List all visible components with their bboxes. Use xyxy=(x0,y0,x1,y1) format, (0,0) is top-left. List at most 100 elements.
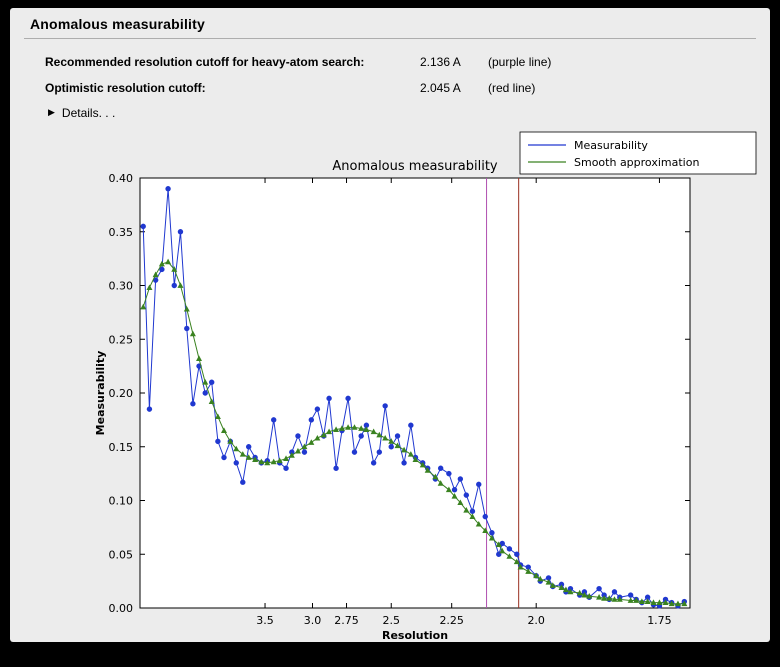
data-point-triangle xyxy=(576,589,583,596)
data-point-circle xyxy=(611,589,618,595)
smooth-approximation-line xyxy=(142,261,685,605)
data-point-triangle xyxy=(258,458,265,465)
x-axis-label: Resolution xyxy=(382,629,448,642)
x-tick-label: 2.5 xyxy=(382,614,400,627)
plot-area xyxy=(139,177,691,609)
data-point-triangle xyxy=(499,547,506,554)
data-point-triangle xyxy=(140,303,147,310)
data-point-triangle xyxy=(171,266,178,272)
recommended-cutoff-value: 2.136 A xyxy=(420,55,461,69)
data-point-circle xyxy=(152,277,159,283)
y-tick-label: 0.30 xyxy=(109,280,134,293)
data-point-triangle xyxy=(475,520,482,527)
data-point-circle xyxy=(301,449,308,455)
data-point-triangle xyxy=(611,596,618,602)
data-point-circle xyxy=(525,564,531,570)
data-point-triangle xyxy=(388,438,395,444)
data-point-circle xyxy=(177,229,184,235)
data-point-triangle xyxy=(351,424,358,430)
data-point-triangle xyxy=(601,595,608,601)
data-point-triangle xyxy=(177,282,184,288)
data-point-triangle xyxy=(558,584,565,590)
data-point-triangle xyxy=(488,534,495,541)
data-point-circle xyxy=(394,433,401,439)
x-tick-label: 2.0 xyxy=(527,614,545,627)
data-point-triangle xyxy=(239,451,246,457)
page-title: Anomalous measurability xyxy=(30,16,205,32)
data-point-circle xyxy=(171,282,177,289)
data-point-triangle xyxy=(283,455,290,461)
data-point-triangle xyxy=(469,513,476,520)
data-point-triangle xyxy=(252,456,259,463)
data-point-triangle xyxy=(158,260,165,267)
data-point-circle xyxy=(401,460,407,466)
data-point-triangle xyxy=(506,553,513,559)
optimistic-cutoff-value: 2.045 A xyxy=(420,81,461,95)
data-point-triangle xyxy=(314,434,321,441)
data-point-circle xyxy=(596,585,602,592)
data-point-circle xyxy=(208,379,215,385)
data-point-triangle xyxy=(301,443,308,450)
data-point-circle xyxy=(489,530,495,536)
disclosure-triangle-icon: ▶ xyxy=(48,106,55,117)
legend-label: Smooth approximation xyxy=(574,156,699,169)
data-point-triangle xyxy=(662,599,669,606)
data-point-circle xyxy=(314,406,321,412)
optimistic-cutoff-row: Optimistic resolution cutoff: 2.045 A (r… xyxy=(10,77,770,103)
data-point-triangle xyxy=(270,458,277,465)
data-point-circle xyxy=(326,395,332,402)
x-tick-label: 3.5 xyxy=(256,614,274,627)
data-point-triangle xyxy=(264,459,271,466)
data-point-triangle xyxy=(674,600,681,607)
data-point-circle xyxy=(358,433,364,439)
data-point-circle xyxy=(184,325,190,332)
data-point-circle xyxy=(499,540,505,547)
y-tick-label: 0.00 xyxy=(109,602,134,615)
data-point-circle xyxy=(457,476,464,482)
data-point-triangle xyxy=(152,271,159,278)
y-axis-label: Measurability xyxy=(94,351,107,436)
data-point-triangle xyxy=(517,563,524,570)
data-point-circle xyxy=(190,401,196,407)
data-point-triangle xyxy=(208,398,215,404)
data-point-triangle xyxy=(457,499,464,506)
data-point-circle xyxy=(370,460,377,466)
data-point-triangle xyxy=(482,527,489,533)
data-point-circle xyxy=(146,406,153,412)
data-point-triangle xyxy=(227,438,234,444)
y-tick-label: 0.20 xyxy=(109,387,134,400)
data-point-triangle xyxy=(668,600,675,607)
data-point-triangle xyxy=(606,595,613,601)
header-divider xyxy=(24,38,756,39)
data-point-triangle xyxy=(513,558,520,565)
data-point-circle xyxy=(240,479,246,485)
data-point-triangle xyxy=(419,461,426,468)
x-tick-label: 1.75 xyxy=(647,614,672,627)
y-tick-label: 0.05 xyxy=(109,548,134,561)
data-point-triangle xyxy=(525,568,532,574)
data-point-circle xyxy=(376,449,383,455)
data-point-triangle xyxy=(189,330,196,337)
data-point-triangle xyxy=(333,426,340,432)
data-point-triangle xyxy=(165,258,172,265)
data-point-triangle xyxy=(549,582,556,588)
data-point-triangle xyxy=(288,452,295,458)
data-point-triangle xyxy=(586,592,593,599)
data-point-circle xyxy=(408,422,414,428)
data-point-triangle xyxy=(376,431,383,438)
y-tick-label: 0.15 xyxy=(109,441,134,454)
data-point-triangle xyxy=(196,355,203,361)
data-point-triangle xyxy=(562,586,569,593)
data-point-circle xyxy=(545,575,552,581)
data-point-triangle xyxy=(401,446,408,453)
data-point-circle xyxy=(644,594,651,600)
data-point-triangle xyxy=(616,596,623,602)
data-point-triangle xyxy=(320,431,327,438)
data-point-triangle xyxy=(537,575,544,582)
data-point-circle xyxy=(221,454,227,461)
data-point-circle xyxy=(363,422,370,428)
details-toggle[interactable]: ▶ Details. . . xyxy=(48,106,115,120)
data-point-triangle xyxy=(308,439,315,445)
data-point-triangle xyxy=(326,428,333,435)
legend-label: Measurability xyxy=(574,139,648,152)
